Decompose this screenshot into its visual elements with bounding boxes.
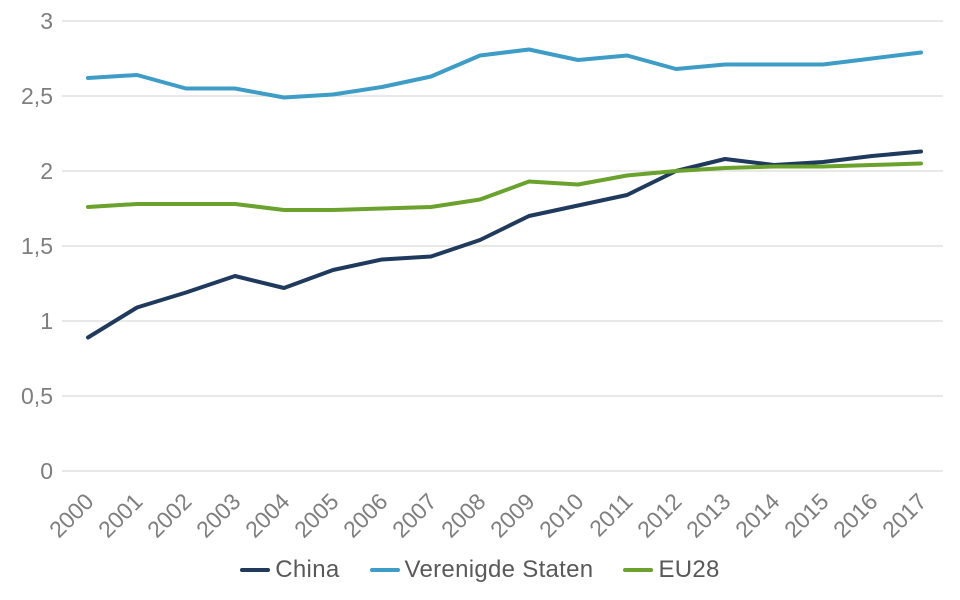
x-tick-label: 2003 — [191, 488, 246, 543]
legend-item-verenigde-staten: Verenigde Staten — [369, 556, 594, 584]
legend-swatch-icon — [623, 568, 654, 572]
x-tick-label: 2001 — [93, 488, 148, 543]
x-tick-label: 2015 — [779, 488, 834, 543]
x-tick-label: 2012 — [632, 488, 687, 543]
x-tick-label: 2000 — [44, 488, 99, 543]
x-tick-label: 2002 — [142, 488, 197, 543]
y-tick-label: 0 — [40, 458, 53, 484]
legend-item-china: China — [240, 556, 339, 584]
y-tick-label: 3 — [40, 8, 53, 34]
series-line-verenigde-staten — [86, 47, 923, 100]
chart-plot-area: 32,521,510,50200020012002200320042005200… — [21, 8, 943, 543]
series-line-eu28 — [86, 161, 923, 212]
legend-item-eu28: EU28 — [623, 556, 719, 584]
x-tick-label: 2006 — [338, 488, 393, 543]
legend-swatch-icon — [240, 568, 271, 572]
y-tick-label: 2 — [40, 158, 53, 184]
x-tick-label: 2014 — [730, 488, 785, 543]
x-tick-label: 2010 — [534, 488, 589, 543]
x-tick-label: 2005 — [289, 488, 344, 543]
x-tick-label: 2016 — [828, 488, 883, 543]
x-tick-label: 2009 — [485, 488, 540, 543]
x-tick-label: 2011 — [584, 488, 637, 541]
x-tick-label: 2004 — [240, 488, 295, 543]
x-tick-label: 2013 — [681, 488, 736, 543]
series-line-china — [86, 149, 923, 340]
x-tick-label: 2007 — [387, 488, 442, 543]
x-tick-label: 2008 — [436, 488, 491, 543]
y-tick-label: 1 — [40, 308, 53, 334]
y-tick-label: 2,5 — [21, 83, 53, 109]
y-tick-label: 0,5 — [21, 383, 53, 409]
x-tick-label: 2017 — [877, 488, 932, 543]
legend: China Verenigde Staten EU28 — [0, 548, 960, 592]
legend-label: Verenigde Staten — [404, 556, 594, 583]
legend-label: China — [275, 556, 340, 583]
y-tick-label: 1,5 — [21, 233, 53, 259]
legend-label: EU28 — [658, 556, 720, 583]
legend-swatch-icon — [369, 568, 400, 572]
